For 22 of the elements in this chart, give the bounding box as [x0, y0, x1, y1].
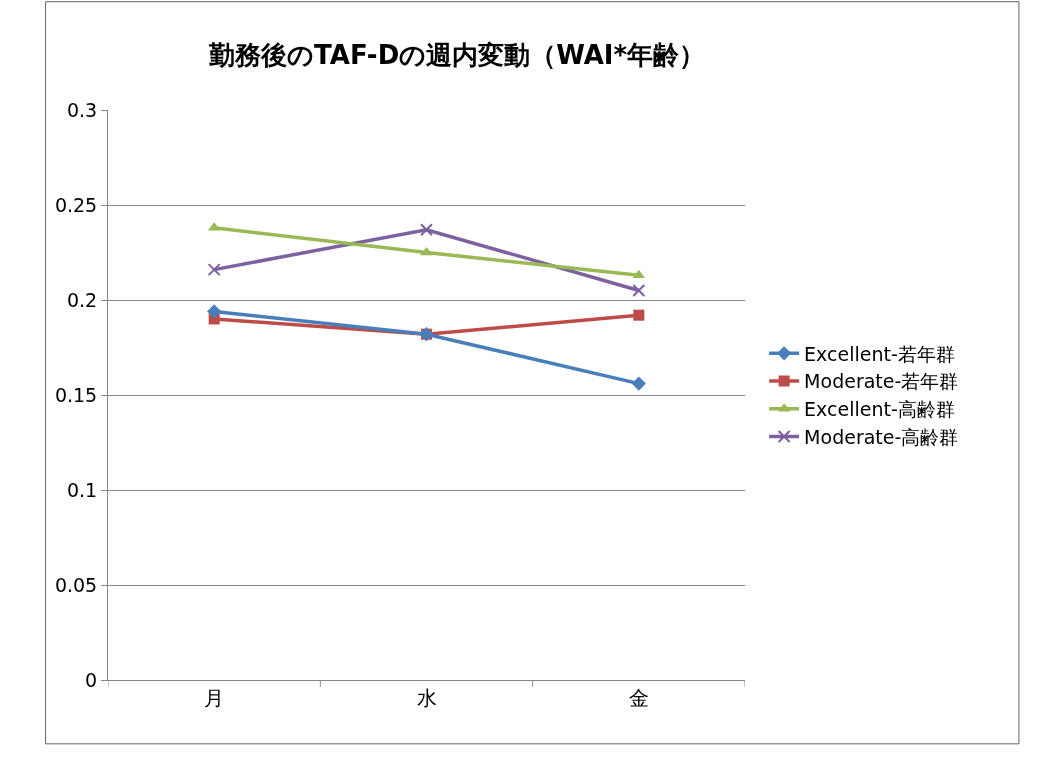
x-tick-label: 月 [204, 686, 225, 710]
y-tick-label: 0.15 [54, 383, 98, 406]
point [207, 263, 221, 277]
legend-label: Excellent-若年群 [804, 342, 955, 365]
y-tick-label: 0.2 [66, 288, 98, 311]
x-tick-label: 金 [628, 686, 649, 710]
x-tick-label: 水 [416, 686, 437, 710]
point [207, 304, 222, 319]
point [631, 376, 646, 391]
chart-title: 勤務後のTAF-Dの週内変動（WAI*年齢） [208, 40, 706, 71]
y-tick-label: 0.3 [66, 98, 98, 121]
point [632, 269, 646, 279]
y-tick-label: 0 [85, 668, 98, 691]
point [633, 309, 645, 321]
y-tick-label: 0.25 [54, 193, 98, 216]
legend-label: Excellent-高齢群 [804, 398, 955, 421]
legend-label: Moderate-若年群 [804, 370, 959, 393]
y-tick-label: 0.1 [66, 478, 98, 501]
point [632, 284, 646, 297]
legend-label: Moderate-高齢群 [804, 425, 959, 448]
y-tick-label: 0.05 [54, 573, 98, 596]
point [420, 223, 433, 237]
